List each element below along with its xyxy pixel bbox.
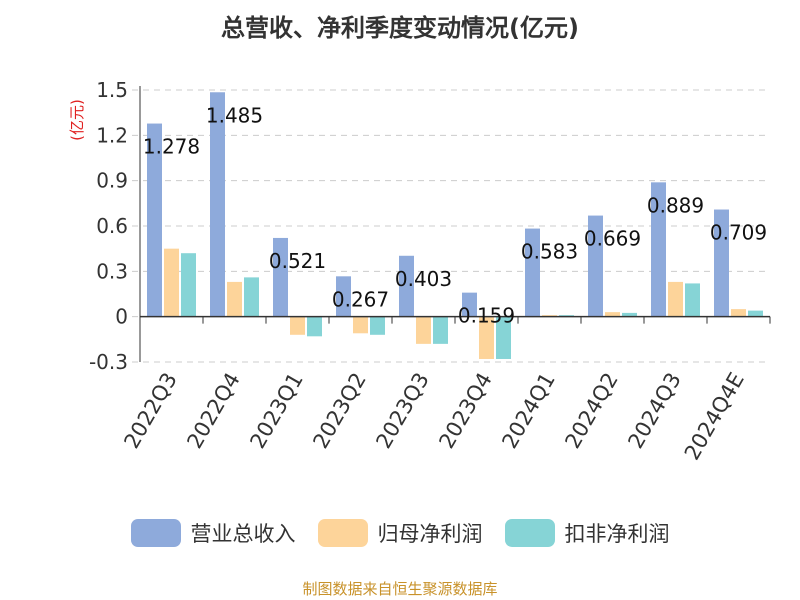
- bar-deducted-profit: [181, 253, 196, 317]
- bar-revenue: [714, 209, 729, 317]
- bar-net-profit: [164, 248, 179, 317]
- bar-deducted-profit: [307, 316, 322, 337]
- legend-item-deducted-profit[interactable]: 扣非净利润: [504, 518, 670, 548]
- bar-revenue: [588, 215, 603, 317]
- legend-swatch-net-profit: [317, 519, 368, 547]
- data-label: 0.669: [584, 227, 641, 251]
- bar-revenue: [336, 276, 351, 317]
- y-tick-label: 1.2: [96, 123, 128, 147]
- bar-deducted-profit: [748, 310, 763, 317]
- bar-deducted-profit: [559, 315, 574, 317]
- x-tick-label: 2023Q3: [371, 369, 433, 453]
- bar-net-profit: [227, 281, 242, 317]
- y-tick-label: 0.6: [96, 214, 128, 238]
- y-tick-label: 0: [115, 305, 128, 329]
- bar-deducted-profit: [433, 316, 448, 344]
- legend-swatch-deducted-profit: [504, 519, 555, 547]
- data-label: 1.278: [143, 135, 200, 159]
- data-label: 0.889: [647, 193, 704, 217]
- bar-net-profit: [416, 316, 431, 344]
- legend-label-revenue: 营业总收入: [190, 522, 296, 546]
- y-tick-label: 1.5: [96, 78, 128, 102]
- x-tick-label: 2024Q1: [497, 369, 559, 453]
- data-label: 0.709: [710, 221, 767, 245]
- legend-swatch-revenue: [130, 519, 181, 547]
- x-tick-label: 2023Q4: [434, 369, 496, 453]
- x-tick-label: 2022Q4: [182, 369, 244, 453]
- data-label: 1.485: [206, 103, 263, 127]
- bar-revenue: [525, 228, 540, 317]
- bar-deducted-profit: [622, 312, 637, 317]
- data-label: 0.583: [521, 240, 578, 264]
- bar-revenue: [210, 92, 225, 317]
- bar-net-profit: [668, 281, 683, 317]
- legend-item-net-profit[interactable]: 归母净利润: [317, 518, 483, 548]
- bar-net-profit: [542, 315, 557, 317]
- bar-revenue: [147, 123, 162, 317]
- y-tick-label: 0.3: [96, 259, 128, 283]
- x-tick-label: 2024Q3: [623, 369, 685, 453]
- data-source-note: 制图数据来自恒生聚源数据库: [302, 580, 498, 598]
- legend-item-revenue[interactable]: 营业总收入: [130, 518, 296, 548]
- legend-label-deducted-profit: 扣非净利润: [564, 522, 670, 546]
- y-tick-label: -0.3: [89, 350, 128, 374]
- bar-revenue: [399, 255, 414, 317]
- bar-revenue: [651, 182, 666, 317]
- bar-net-profit: [479, 316, 494, 359]
- bar-net-profit: [731, 309, 746, 317]
- x-tick-label: 2022Q3: [119, 369, 181, 453]
- x-tick-label: 2024Q2: [560, 369, 622, 453]
- data-label: 0.521: [269, 249, 326, 273]
- chart-legend: 营业总收入 归母净利润 扣非净利润: [0, 518, 800, 548]
- bar-revenue: [273, 237, 288, 317]
- data-label: 0.159: [458, 304, 515, 328]
- bar-net-profit: [290, 316, 305, 335]
- bar-deducted-profit: [685, 283, 700, 317]
- bar-deducted-profit: [496, 316, 511, 359]
- bar-deducted-profit: [244, 277, 259, 317]
- y-tick-label: 0.9: [96, 169, 128, 193]
- x-tick-label: 2023Q2: [308, 369, 370, 453]
- bar-net-profit: [353, 316, 368, 334]
- bar-deducted-profit: [370, 316, 385, 335]
- x-tick-label: 2023Q1: [245, 369, 307, 453]
- bar-net-profit: [605, 312, 620, 317]
- bar-revenue: [462, 292, 477, 317]
- data-label: 0.403: [395, 267, 452, 291]
- data-label: 0.267: [332, 287, 389, 311]
- legend-label-net-profit: 归母净利润: [377, 522, 483, 546]
- chart-title: 总营收、净利季度变动情况(亿元): [221, 14, 579, 42]
- y-axis-label: (亿元): [68, 99, 86, 141]
- x-tick-label: 2024Q4E: [680, 369, 749, 465]
